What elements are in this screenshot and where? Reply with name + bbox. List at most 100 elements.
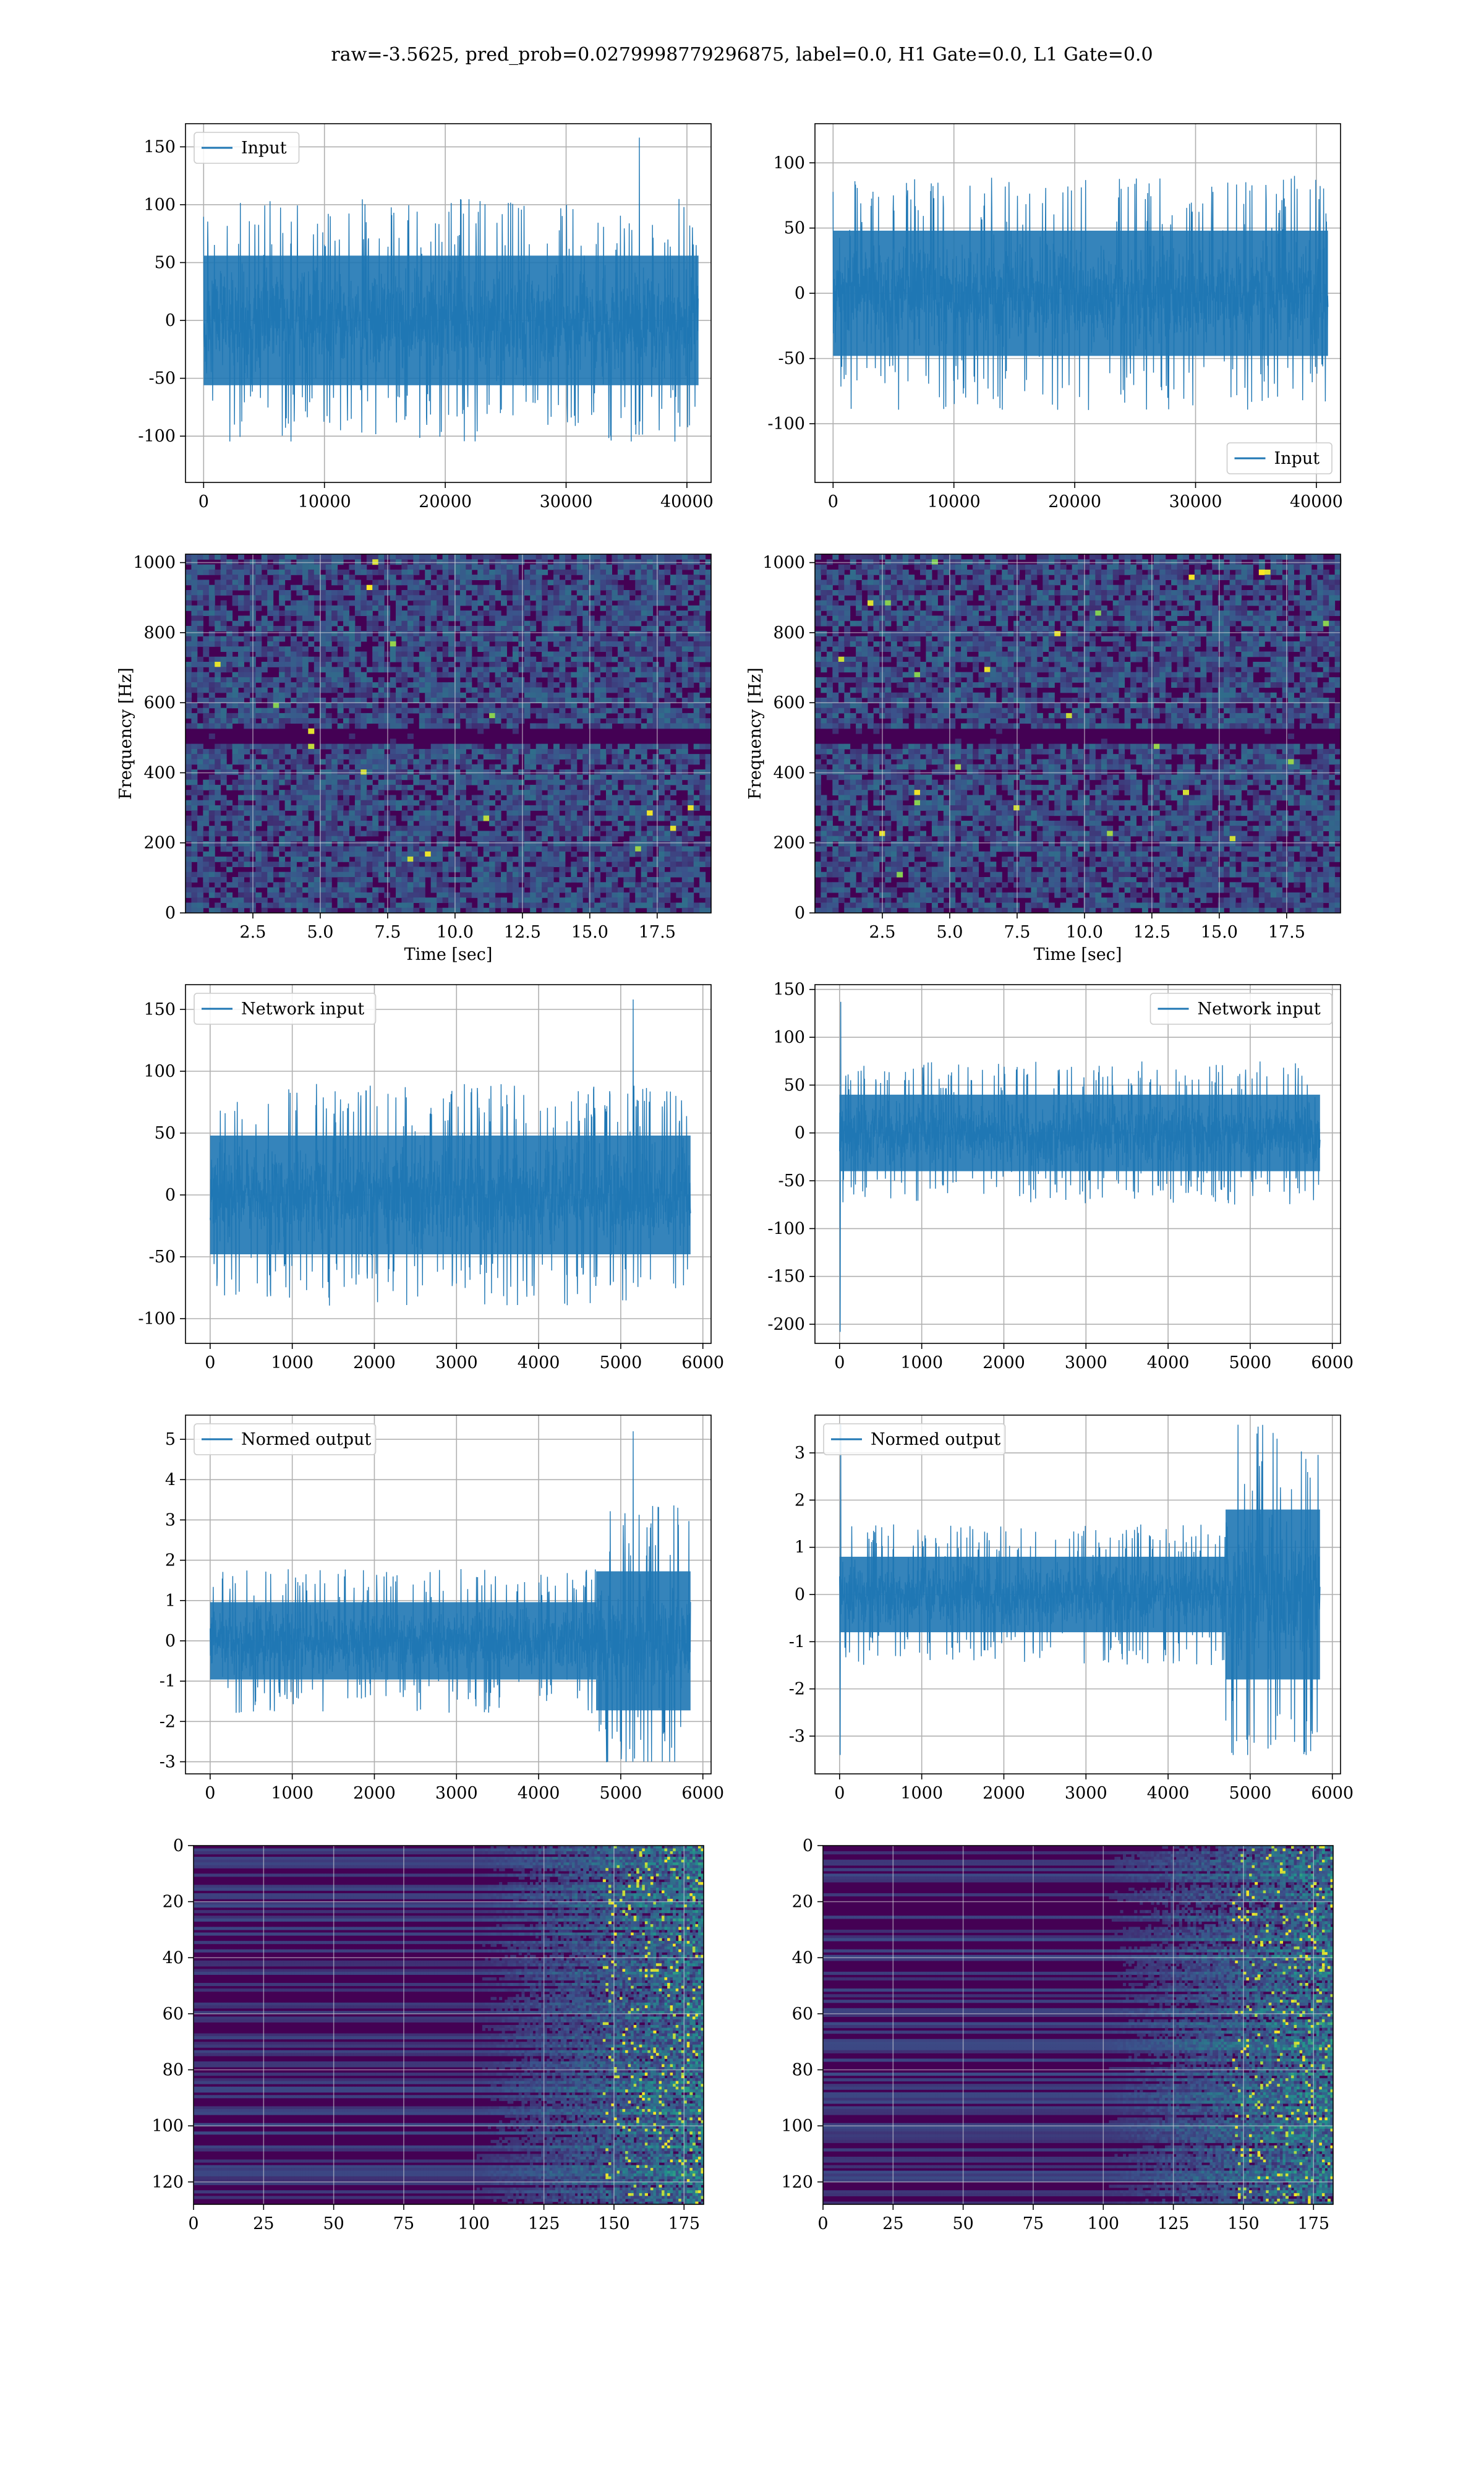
heatmap-cell [425,656,432,662]
heatmap-cell [191,846,198,852]
heatmap-cell [705,631,711,637]
x-tick-label: 20000 [1048,492,1101,511]
heatmap-cell [530,682,537,688]
heatmap-cell [670,882,676,888]
heatmap-cell [232,564,239,570]
heatmap-cell [588,892,595,898]
heatmap-cell [652,805,659,811]
heatmap-cell [215,590,221,596]
heatmap-cell [255,626,262,631]
heatmap-cell [349,836,356,842]
heatmap-cell [705,743,711,750]
heatmap-cell [261,774,268,781]
heatmap-cell [238,615,244,622]
heatmap-cell [384,713,391,719]
heatmap-cell [606,877,612,883]
heatmap-cell [343,856,349,862]
heatmap-cell [215,810,221,816]
heatmap-cell [571,631,578,637]
heatmap-cell [576,774,583,781]
heatmap-cell [337,779,344,785]
heatmap-cell [267,871,274,878]
heatmap-cell [681,846,688,852]
heatmap-cell [890,559,897,565]
heatmap-cell [623,784,630,790]
heatmap-cell [647,769,654,775]
heatmap-cell [215,774,221,781]
heatmap-cell [582,600,589,606]
heatmap-cell [559,826,566,831]
heatmap-cell [419,718,425,724]
heatmap-cell [279,590,286,596]
heatmap-cell [547,902,554,909]
heatmap-cell [331,779,338,785]
heatmap-cell [401,856,408,862]
heatmap-cell [261,662,268,667]
heatmap-cell [343,636,349,642]
heatmap-cell [588,590,595,596]
heatmap-cell [325,877,332,883]
heatmap-cell [466,559,472,565]
heatmap-cell [547,892,554,898]
heatmap-cell [325,656,332,662]
heatmap-cell [652,584,659,591]
heatmap-cell [442,575,449,580]
heatmap-cell [220,559,227,565]
heatmap-cell [635,584,642,591]
heatmap-cell [588,718,595,724]
heatmap-cell [524,867,531,873]
heatmap-cell [302,754,309,760]
heatmap-cell [612,877,618,883]
heatmap-cell [220,754,227,760]
heatmap-cell [542,646,548,652]
heatmap-cell [226,590,233,596]
heatmap-cell [349,554,356,560]
heatmap-cell [659,600,665,606]
heatmap-cell [396,846,402,852]
plot-area [186,554,711,913]
heatmap-cell [372,826,379,831]
heatmap-cell [629,672,636,678]
heatmap-cell [699,641,706,647]
heatmap-cell [267,862,274,867]
heatmap-cell [495,815,501,821]
heatmap-cell [670,805,676,811]
heatmap-cell [191,554,198,560]
heatmap-cell [425,620,432,627]
heatmap-cell [890,554,897,560]
heatmap-cell [459,867,466,873]
heatmap-cell [681,559,688,565]
heatmap-cell [676,743,683,750]
heatmap-cell [471,626,478,631]
heatmap-cell [302,800,309,806]
heatmap-cell [337,554,344,560]
heatmap-cell [186,723,192,729]
heatmap-cell [238,569,244,575]
heatmap-cell [670,856,676,862]
heatmap-cell [477,800,484,806]
heatmap-cell [401,831,408,837]
heatmap-cell [530,554,537,560]
heatmap-cell [617,605,624,611]
heatmap-cell [349,631,356,637]
heatmap-cell [238,620,244,627]
heatmap-cell [647,831,654,837]
heatmap-cell [681,682,688,688]
heatmap-cell [501,800,507,806]
heatmap-cell [430,631,437,637]
heatmap-cell [325,769,332,775]
heatmap-cell [571,723,578,729]
heatmap-cell [635,595,642,601]
heatmap-cell [197,748,203,755]
heatmap-cell [629,554,636,560]
heatmap-cell [489,856,496,862]
heatmap-cell [699,667,706,673]
heatmap-cell [291,656,297,662]
heatmap-cell [594,600,601,606]
heatmap-cell [197,826,203,831]
heatmap-cell [641,615,647,622]
heatmap-cell [542,867,548,873]
heatmap-cell [641,692,647,698]
heatmap-cell [279,651,286,657]
